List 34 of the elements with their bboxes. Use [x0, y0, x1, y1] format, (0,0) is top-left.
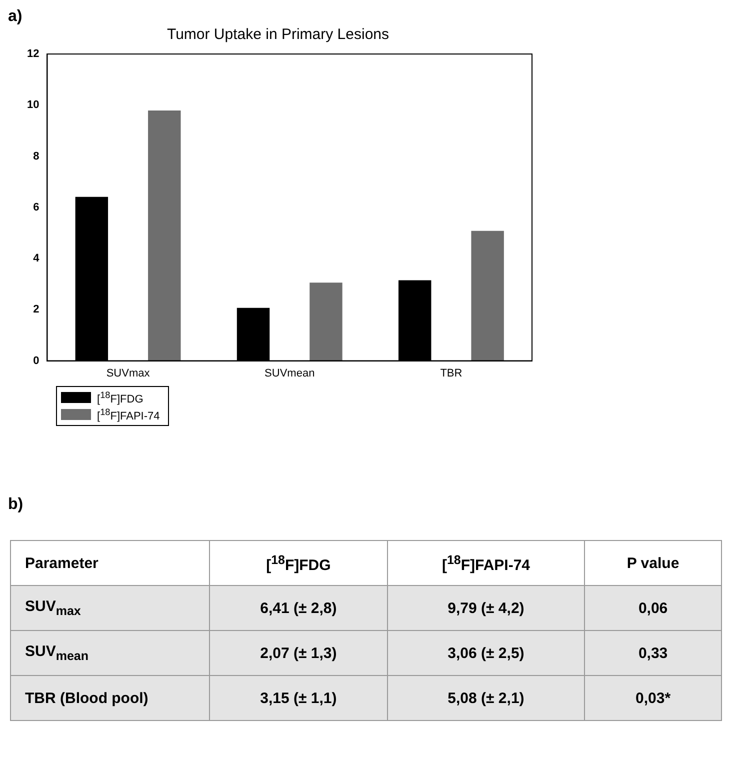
x-tick-label: TBR	[440, 367, 462, 380]
text: 0,03*	[584, 676, 722, 720]
chart-title: Tumor Uptake in Primary Lesions	[166, 26, 390, 44]
bar	[148, 110, 181, 361]
text: TBR (Blood pool)	[10, 676, 210, 720]
text: 2,07 (± 1,3)	[210, 630, 388, 676]
text: 0,06	[584, 586, 722, 630]
text: Parameter	[10, 540, 210, 586]
text: 5,08 (± 2,1)	[387, 676, 585, 720]
y-tick-label: 0	[33, 354, 40, 367]
text: SUV$_{mean}$	[10, 630, 210, 676]
text: P value	[584, 540, 722, 586]
y-tick-label: 10	[26, 99, 40, 112]
text: 9,79 (± 4,2)	[387, 586, 585, 630]
bar	[471, 230, 504, 361]
text: SUV$_{max}$	[10, 586, 210, 630]
y-tick-label: 4	[33, 252, 40, 265]
y-tick-label: 2	[33, 304, 40, 316]
y-tick-label: 6	[33, 201, 40, 214]
text: 3,06 (± 2,5)	[387, 630, 585, 676]
legend-label: [$^{18}$F]FDG	[97, 390, 144, 406]
text: 0,33	[584, 630, 722, 676]
y-tick-label: 8	[33, 150, 40, 162]
y-tick-label: 12	[26, 48, 40, 60]
bar	[310, 282, 342, 361]
x-tick-label: SUVmean	[264, 367, 315, 380]
x-tick-label: SUVmax	[106, 367, 150, 380]
legend-label: [$^{18}$F]FAPI-74	[97, 406, 160, 422]
text: [$^{18}$F]FAPI-74	[442, 552, 530, 574]
text: b)	[8, 496, 24, 514]
text: 3,15 (± 1,1)	[210, 676, 388, 720]
text: a)	[8, 8, 24, 26]
text: [$^{18}$F]FDG	[266, 552, 331, 574]
text: 6,41 (± 2,8)	[210, 586, 388, 630]
